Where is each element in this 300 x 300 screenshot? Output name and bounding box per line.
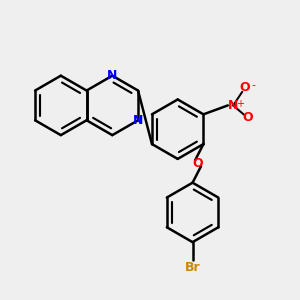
Text: N: N: [107, 69, 118, 82]
Text: O: O: [243, 111, 253, 124]
Text: +: +: [236, 99, 244, 109]
Text: N: N: [228, 99, 238, 112]
Text: -: -: [251, 80, 255, 90]
Text: O: O: [193, 157, 203, 170]
Text: N: N: [133, 114, 143, 127]
Text: Br: Br: [185, 261, 200, 274]
Text: O: O: [240, 81, 250, 94]
